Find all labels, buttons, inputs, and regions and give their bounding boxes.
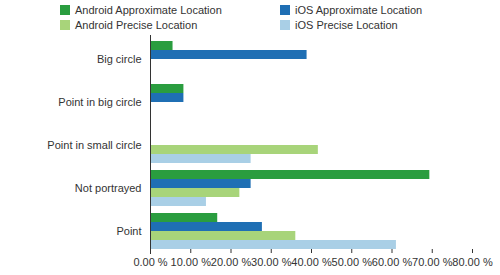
svg-text:Point: Point: [116, 225, 141, 237]
svg-text:Not portrayed: Not portrayed: [75, 182, 142, 194]
svg-text:10.00 %: 10.00 %: [171, 256, 212, 268]
svg-text:60.00 %: 60.00 %: [372, 256, 413, 268]
svg-text:50.00 %: 50.00 %: [332, 256, 373, 268]
svg-text:40.00 %: 40.00 %: [291, 256, 332, 268]
svg-text:Point in big circle: Point in big circle: [58, 96, 141, 108]
svg-text:Big circle: Big circle: [97, 53, 142, 65]
svg-text:Point in small circle: Point in small circle: [47, 139, 141, 151]
html-text:Android Approximate Location: Android Approximate Location: [75, 4, 222, 16]
svg-text:80.00 %: 80.00 %: [452, 256, 493, 268]
html-text:iOS Approximate Location: iOS Approximate Location: [295, 4, 423, 16]
svg-text:0.00 %: 0.00 %: [133, 256, 167, 268]
html-text:Android Precise Location: Android Precise Location: [75, 18, 198, 31]
svg-text:20.00 %: 20.00 %: [211, 256, 252, 268]
svg-text:70.00 %: 70.00 %: [412, 256, 453, 268]
svg-text:30.00 %: 30.00 %: [251, 256, 292, 268]
html-text:iOS Precise Location: iOS Precise Location: [295, 18, 398, 31]
